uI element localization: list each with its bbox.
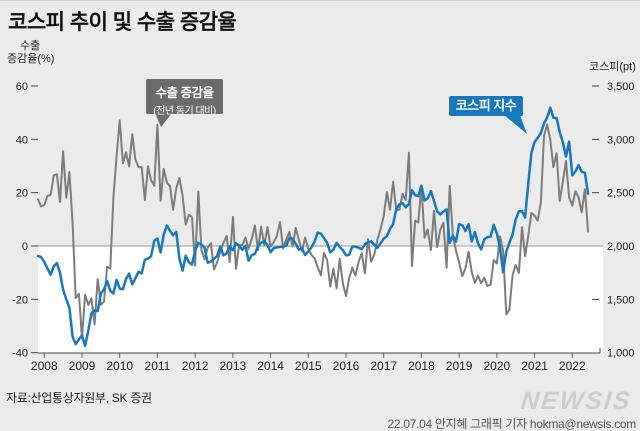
- year-label: 2008: [31, 359, 58, 373]
- page-title: 코스피 추이 및 수출 증감율: [8, 11, 237, 34]
- year-label: 2010: [106, 359, 133, 373]
- right-tick-label: 1,000: [607, 348, 635, 360]
- year-label: 2020: [484, 359, 511, 373]
- left-axis-title: 수출 증감율(%): [7, 40, 54, 66]
- year-label: 2016: [333, 359, 360, 373]
- left-axis-title-line1: 수출: [20, 40, 41, 52]
- right-tick-label: 2,000: [607, 241, 635, 253]
- source-note: 자료:산업통상자원부, SK 증권: [6, 391, 152, 405]
- legend-export-tail: [155, 113, 172, 127]
- legend-export-label: 수출 증감율: [155, 86, 214, 100]
- left-tick-label: 20: [16, 188, 28, 200]
- right-tick-label: 3,000: [607, 134, 635, 146]
- credit-line: 22.07.04 안지혜 그래픽 기자 hokma@newsis.com: [387, 417, 637, 431]
- legend-kospi-index: 코스피 지수: [449, 96, 523, 116]
- year-label: 2013: [220, 359, 247, 373]
- right-tick-label: 1,500: [607, 294, 635, 306]
- year-label: 2019: [446, 359, 473, 373]
- newsis-logo: NEWSIS: [519, 387, 634, 415]
- left-tick-label: -40: [12, 348, 28, 360]
- right-tick-label: 2,500: [607, 188, 635, 200]
- left-axis-ticks: 60 40 20 0 -20 -40: [12, 81, 38, 360]
- year-label: 2021: [521, 359, 548, 373]
- left-tick-label: 60: [16, 81, 28, 93]
- export-growth-line: [37, 119, 589, 339]
- negative-value-region: [38, 246, 603, 353]
- right-axis-title: 코스피(pt): [589, 61, 636, 73]
- left-tick-label: -20: [12, 294, 28, 306]
- year-label: 2015: [295, 359, 322, 373]
- x-axis-year-ticks: 2008 2009 2010 2011 2012 2013 2014 2015 2016 2017…: [31, 353, 586, 373]
- right-axis-ticks: 3,500 3,000 2,500 2,000 1,500 1,000: [592, 81, 635, 360]
- kospi-index-line: [36, 106, 590, 348]
- legend-export-growth: 수출 증감율 (전년 동기 대비): [146, 79, 223, 117]
- left-tick-label: 40: [16, 134, 28, 146]
- left-axis-title-line2: 증감율(%): [7, 53, 55, 65]
- year-label: 2011: [145, 359, 171, 373]
- legend-kospi-tail: [504, 115, 527, 134]
- left-tick-label: 0: [22, 241, 28, 253]
- legend-export-sublabel: (전년 동기 대비): [153, 106, 216, 117]
- year-label: 2009: [69, 359, 96, 373]
- year-label: 2017: [370, 359, 397, 373]
- year-label: 2012: [182, 359, 209, 373]
- right-tick-label: 3,500: [607, 81, 635, 93]
- year-label: 2018: [408, 359, 435, 373]
- year-label: 2014: [257, 359, 284, 373]
- year-label: 2022: [559, 359, 586, 373]
